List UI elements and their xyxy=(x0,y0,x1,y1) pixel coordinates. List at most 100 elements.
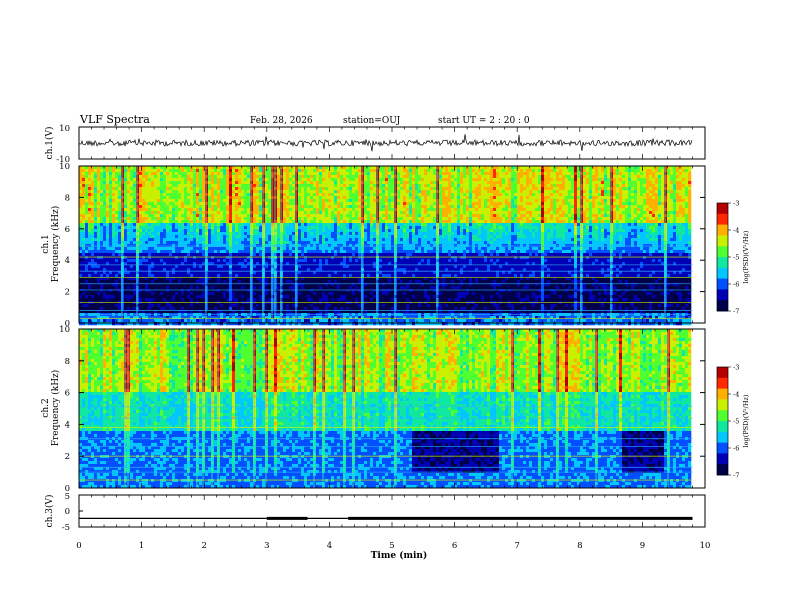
spectrogram-cell xyxy=(82,262,86,266)
spectrogram-cell xyxy=(88,307,92,311)
spectrogram-cell xyxy=(253,256,257,260)
spectrogram-cell xyxy=(181,256,185,260)
spectrogram-cell xyxy=(160,259,164,263)
spectrogram-cell xyxy=(79,250,83,254)
spectrogram-cell xyxy=(100,238,104,242)
spectrogram-cell xyxy=(79,166,83,170)
spectrogram-cell xyxy=(250,196,254,200)
spectrogram-cell xyxy=(304,319,308,323)
spectrogram-cell xyxy=(217,265,221,269)
spectrogram-cell xyxy=(130,307,134,311)
spectrogram-cell xyxy=(91,250,95,254)
spectrogram-cell xyxy=(355,265,359,269)
spectrogram-cell xyxy=(181,310,185,314)
spectrogram-cell xyxy=(247,205,251,209)
spectrogram-cell xyxy=(97,175,101,179)
spectrogram-cell xyxy=(130,172,134,176)
spectrogram-cell xyxy=(133,298,137,302)
spectrogram-cell xyxy=(127,220,131,224)
spectrogram-cell xyxy=(88,310,92,314)
spectrogram-cell xyxy=(265,310,269,314)
spectrogram-cell xyxy=(196,232,200,236)
spectrogram-cell xyxy=(112,322,116,326)
spectrogram-cell xyxy=(238,259,242,263)
spectrogram-cell xyxy=(268,220,272,224)
spectrogram-cell xyxy=(145,247,149,251)
spectrogram-cell xyxy=(244,256,248,260)
spectrogram-cell xyxy=(88,283,92,287)
spectrogram-cell xyxy=(355,220,359,224)
spectrogram-cell xyxy=(280,214,284,218)
spectrogram-cell xyxy=(355,196,359,200)
spectrogram-cell xyxy=(229,298,233,302)
spectrogram-cell xyxy=(163,262,167,266)
spectrogram-cell xyxy=(118,244,122,248)
spectrogram-cell xyxy=(178,295,182,299)
spectrogram-cell xyxy=(211,298,215,302)
spectrogram-cell xyxy=(124,181,128,185)
spectrogram-cell xyxy=(127,178,131,182)
spectrogram-cell xyxy=(118,199,122,203)
spectrogram-cell xyxy=(286,175,290,179)
spectrogram-cell xyxy=(304,322,308,326)
spectrogram-cell xyxy=(130,220,134,224)
spectrogram-cell xyxy=(142,178,146,182)
spectrogram-cell xyxy=(187,232,191,236)
spectrogram-cell xyxy=(286,319,290,323)
spectrogram-cell xyxy=(205,229,209,233)
spectrogram-cell xyxy=(304,181,308,185)
spectrogram-cell xyxy=(154,214,158,218)
spectrogram-cell xyxy=(88,187,92,191)
spectrogram-cell xyxy=(271,298,275,302)
spectrogram-cell xyxy=(247,247,251,251)
spectrogram-cell xyxy=(226,199,230,203)
spectrogram-cell xyxy=(205,250,209,254)
spectrogram-cell xyxy=(175,196,179,200)
spectrogram-cell xyxy=(112,298,116,302)
spectrogram-cell xyxy=(145,253,149,257)
spectrogram-cell xyxy=(235,280,239,284)
spectrogram-cell xyxy=(136,214,140,218)
spectrogram-cell xyxy=(190,304,194,308)
spectrogram-cell xyxy=(127,268,131,272)
spectrogram-cell xyxy=(115,277,119,281)
spectrogram-cell xyxy=(133,304,137,308)
spectrogram-cell xyxy=(259,238,263,242)
spectrogram-cell xyxy=(160,265,164,269)
spectrogram-cell xyxy=(193,235,197,239)
spectrogram-cell xyxy=(178,229,182,233)
spectrogram-cell xyxy=(259,250,263,254)
spectrogram-cell xyxy=(94,241,98,245)
spectrogram-cell xyxy=(298,247,302,251)
spectrogram-cell xyxy=(301,271,305,275)
spectrogram-cell xyxy=(172,244,176,248)
spectrogram-cell xyxy=(151,196,155,200)
spectrogram-cell xyxy=(247,268,251,272)
spectrogram-cell xyxy=(229,295,233,299)
spectrogram-cell xyxy=(109,226,113,230)
spectrogram-cell xyxy=(121,289,125,293)
spectrogram-cell xyxy=(244,211,248,215)
spectrogram-cell xyxy=(184,250,188,254)
spectrogram-cell xyxy=(214,181,218,185)
spectrogram-cell xyxy=(304,238,308,242)
spectrogram-cell xyxy=(319,208,323,212)
spectrogram-cell xyxy=(154,250,158,254)
spectrogram-cell xyxy=(124,208,128,212)
spectrogram-cell xyxy=(316,253,320,257)
spectrogram-cell xyxy=(103,229,107,233)
spectrogram-cell xyxy=(217,262,221,266)
spectrogram-cell xyxy=(130,265,134,269)
spectrogram-cell xyxy=(214,223,218,227)
spectrogram-cell xyxy=(82,178,86,182)
spectrogram-cell xyxy=(280,253,284,257)
spectrogram-cell xyxy=(316,283,320,287)
spectrogram-cell xyxy=(337,319,341,323)
spectrogram-cell xyxy=(313,190,317,194)
spectrogram-cell xyxy=(136,241,140,245)
spectrogram-cell xyxy=(334,235,338,239)
spectrogram-cell xyxy=(343,235,347,239)
spectrogram-cell xyxy=(103,319,107,323)
spectrogram-cell xyxy=(160,178,164,182)
spectrogram-cell xyxy=(184,259,188,263)
